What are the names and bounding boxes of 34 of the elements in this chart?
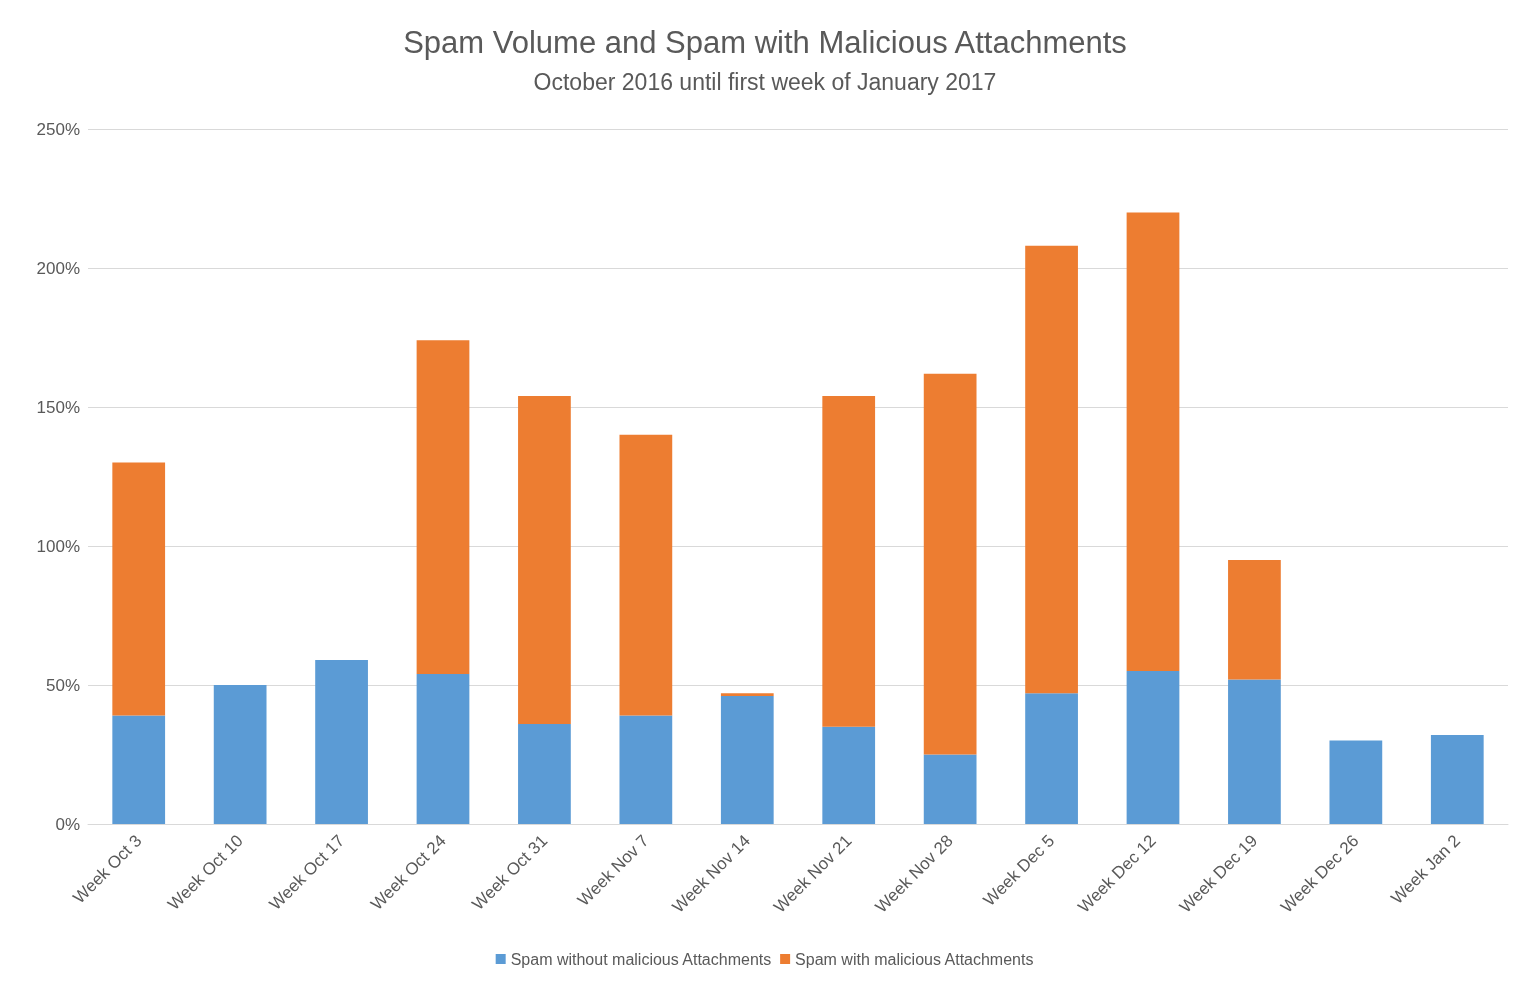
bar bbox=[1126, 212, 1180, 672]
bar bbox=[1228, 679, 1281, 824]
bar bbox=[112, 462, 166, 716]
y-tick-label: 200% bbox=[36, 258, 80, 278]
legend-label: Spam with malicious Attachments bbox=[795, 950, 1034, 968]
bar bbox=[416, 340, 470, 674]
y-tick-label: 50% bbox=[45, 675, 80, 695]
bar bbox=[720, 696, 774, 824]
bar bbox=[720, 693, 774, 697]
bar bbox=[923, 373, 977, 755]
y-tick-label: 250% bbox=[36, 119, 80, 139]
bar bbox=[1025, 245, 1078, 694]
chart-subtitle: October 2016 until first week of January 2017 bbox=[533, 68, 997, 95]
bar bbox=[619, 434, 673, 716]
bar bbox=[822, 726, 876, 824]
bar bbox=[1228, 559, 1281, 680]
bar bbox=[619, 715, 673, 824]
bar bbox=[315, 659, 368, 824]
bar bbox=[1025, 693, 1078, 824]
y-tick-label: 0% bbox=[55, 814, 80, 834]
bar bbox=[1126, 671, 1180, 824]
legend-label: Spam without malicious Attachments bbox=[510, 950, 772, 968]
bar bbox=[923, 754, 977, 824]
bar bbox=[822, 395, 876, 727]
bar bbox=[1430, 735, 1484, 824]
bar bbox=[112, 715, 166, 824]
y-tick-label: 100% bbox=[36, 536, 80, 556]
bar bbox=[518, 723, 571, 824]
bar bbox=[518, 395, 571, 724]
y-tick-label: 150% bbox=[36, 397, 80, 417]
bar bbox=[213, 685, 267, 824]
bar bbox=[1329, 740, 1383, 824]
bar bbox=[416, 673, 470, 824]
chart-title: Spam Volume and Spam with Malicious Attachments bbox=[403, 25, 1127, 60]
